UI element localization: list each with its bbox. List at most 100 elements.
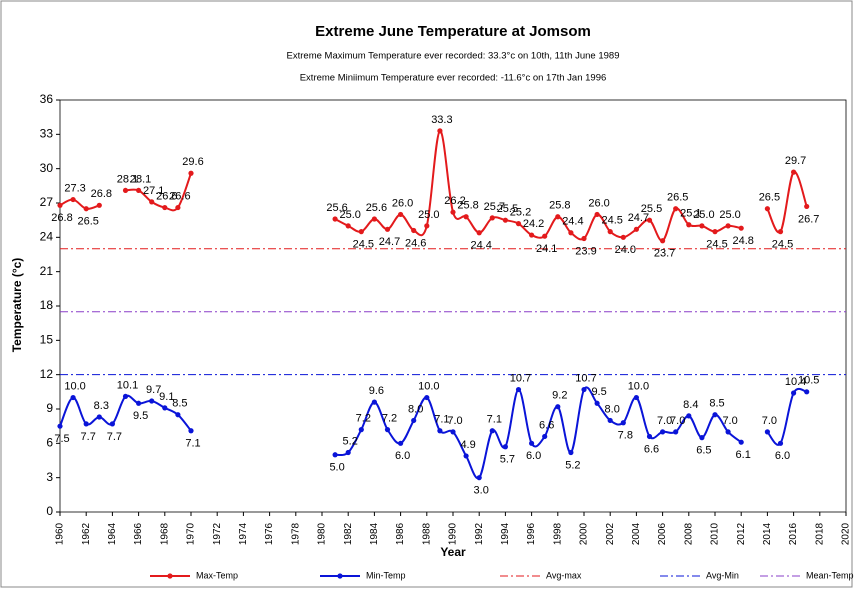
data-point [424,394,430,401]
data-label: 10.0 [418,380,439,392]
x-tick-label: 1980 [317,522,328,545]
y-tick-label: 9 [46,401,53,415]
data-point [804,389,810,395]
y-tick-label: 27 [40,195,54,209]
data-point [699,435,705,441]
data-point [542,233,548,239]
data-label: 25.5 [497,203,518,215]
x-tick-label: 1994 [500,522,511,545]
x-tick-label: 1976 [264,522,275,545]
legend-label: Min-Temp [366,570,406,580]
data-point [332,452,338,458]
data-point [620,234,626,240]
data-point [188,428,194,434]
x-tick-label: 1970 [186,522,197,545]
data-point [738,439,744,445]
data-label: 26.7 [798,213,819,225]
data-label: 5.0 [329,462,344,474]
data-point [660,429,666,435]
data-label: 26.8 [51,212,72,224]
data-point [371,399,377,405]
data-point [529,232,535,238]
x-tick-label: 1992 [474,522,485,545]
data-point [502,444,508,450]
data-label: 9.5 [133,410,148,422]
data-label: 25.0 [693,209,714,221]
legend-label: Mean-Temp [806,570,854,580]
data-label: 24.1 [536,243,557,255]
data-label: 3.0 [474,485,489,497]
data-point [332,216,338,222]
data-point [437,428,443,434]
data-point [777,440,784,446]
data-point [358,229,364,235]
data-point [149,398,155,404]
data-label: 29.7 [785,155,806,167]
data-point [358,427,364,433]
data-point [594,211,600,218]
chart-subtitle: Extreme Miniimum Temperature ever record… [300,73,607,84]
data-label: 10.4 [785,376,806,388]
x-tick-label: 2004 [631,522,642,545]
data-label: 23.7 [654,248,675,260]
data-label: 24.5 [601,215,622,227]
data-label: 26.6 [169,190,190,202]
data-label: 10.0 [64,380,85,392]
data-label: 25.5 [641,203,662,215]
data-label: 25.7 [484,201,505,213]
data-label: 25.6 [366,202,387,214]
data-label: 5.2 [565,459,580,471]
x-tick-label: 2016 [788,522,799,545]
data-label: 9.2 [552,390,567,402]
data-point [764,206,771,212]
data-point [411,227,417,234]
data-point [398,211,404,218]
x-tick-label: 1988 [421,522,432,545]
data-point [568,449,574,456]
legend-label: Avg-max [546,570,582,580]
data-label: 24.4 [470,240,491,252]
series-line [59,129,808,242]
data-label: 10.0 [628,380,649,392]
data-point [529,440,535,446]
x-tick-label: 2006 [657,522,668,545]
y-tick-label: 12 [40,367,54,381]
x-tick-label: 1986 [395,522,406,545]
data-label: 25.2 [510,207,531,219]
data-point [673,206,679,212]
data-point [568,230,574,236]
data-label: 6.0 [395,450,410,462]
data-label: 7.2 [382,413,397,425]
data-point [122,187,129,194]
data-label: 24.6 [405,237,426,249]
data-label: 25.0 [418,209,439,221]
data-label: 10.5 [798,375,819,387]
data-point [463,214,469,220]
data-point [633,394,640,401]
data-point [463,453,469,459]
data-label: 24.2 [523,218,544,230]
data-label: 29.6 [182,156,203,168]
data-label: 24.0 [615,244,636,256]
data-point [70,196,76,203]
data-label: 7.1 [487,414,502,426]
data-label: 8.0 [605,403,620,415]
x-tick-label: 2010 [710,522,721,545]
data-point [175,412,181,418]
data-point [542,433,548,440]
data-point [777,229,784,235]
data-label: 24.7 [379,236,400,248]
x-axis-label: Year [440,545,466,559]
data-label: 24.5 [772,239,793,251]
x-tick-label: 1966 [133,522,144,545]
x-tick-label: 1998 [552,522,563,545]
data-point [188,170,194,176]
data-point [122,393,129,400]
data-label: 26.5 [667,192,688,204]
data-point [476,230,482,236]
legend-label: Max-Temp [196,570,238,580]
data-point [450,429,456,435]
data-label: 9.6 [369,385,384,397]
x-tick-label: 1974 [238,522,249,545]
